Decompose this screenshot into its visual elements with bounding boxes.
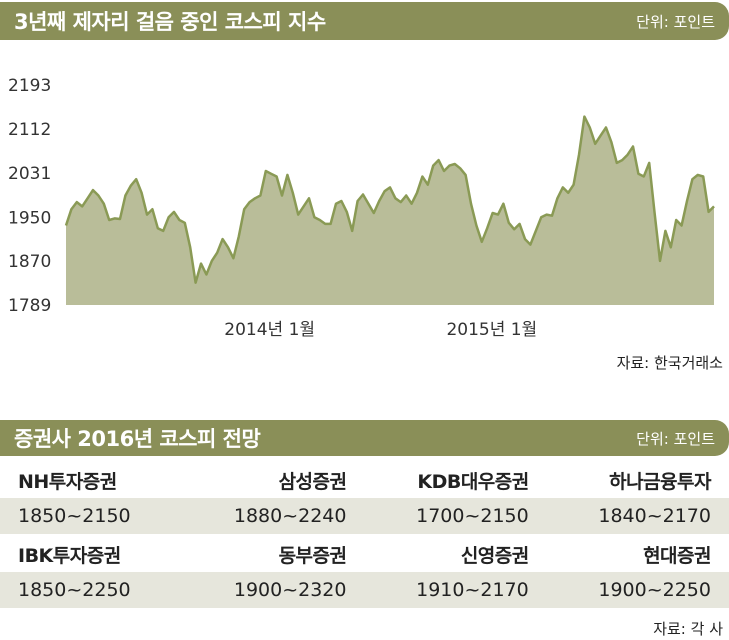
chart-title-bar: 3년째 제자리 걸음 중인 코스피 지수 단위: 포인트 [0, 2, 729, 40]
firm-name: 삼성증권 [278, 470, 347, 493]
firm-name: KDB대우증권 [417, 470, 529, 493]
forecast-range: 1910~2170 [416, 579, 529, 601]
firm-name: 동부증권 [278, 544, 347, 567]
table-source: 자료: 각 사 [653, 620, 723, 638]
y-tick-label: 1870 [8, 252, 51, 272]
x-tick-label: 2014년 1월 [224, 320, 315, 340]
forecast-range: 1850~2250 [18, 579, 131, 601]
firm-name: IBK투자증권 [18, 544, 121, 567]
forecast-table: NH투자증권 삼성증권 KDB대우증권 하나금융투자 1850~2150 188… [0, 462, 729, 608]
kospi-area-chart: 1789 1870 1950 2031 2112 2193 2014년 1월 2015년 1월 [8, 76, 715, 340]
y-tick-label: 1950 [8, 208, 51, 228]
forecast-range: 1880~2240 [233, 505, 347, 527]
firm-name: 현대증권 [643, 544, 711, 567]
firm-name: NH투자증권 [18, 470, 117, 493]
firm-name: 하나금융투자 [609, 470, 711, 493]
forecast-range: 1840~2170 [598, 505, 711, 527]
chart-source: 자료: 한국거래소 [616, 354, 723, 372]
forecast-name-row: NH투자증권 삼성증권 KDB대우증권 하나금융투자 [0, 462, 729, 498]
forecast-range: 1900~2250 [598, 579, 711, 601]
forecast-range-row: 1850~2250 1900~2320 1910~2170 1900~2250 [0, 572, 729, 608]
forecast-title: 증권사 2016년 코스피 전망 [14, 427, 261, 451]
forecast-unit: 단위: 포인트 [636, 429, 715, 448]
forecast-range: 1700~2150 [416, 505, 529, 527]
y-tick-label: 1789 [8, 296, 51, 316]
kospi-area [66, 116, 714, 305]
x-tick-label: 2015년 1월 [446, 320, 537, 340]
chart-unit: 단위: 포인트 [636, 12, 715, 31]
y-tick-label: 2193 [8, 76, 51, 96]
forecast-range: 1900~2320 [233, 579, 347, 601]
forecast-range: 1850~2150 [18, 505, 131, 527]
firm-name: 신영증권 [460, 544, 529, 567]
chart-title: 3년째 제자리 걸음 중인 코스피 지수 [14, 10, 326, 34]
kospi-line [64, 115, 715, 284]
y-tick-label: 2112 [8, 120, 51, 140]
forecast-range-row: 1850~2150 1880~2240 1700~2150 1840~2170 [0, 498, 729, 534]
y-tick-label: 2031 [8, 164, 51, 184]
forecast-title-bar: 증권사 2016년 코스피 전망 단위: 포인트 [0, 420, 729, 456]
forecast-name-row: IBK투자증권 동부증권 신영증권 현대증권 [0, 536, 729, 572]
